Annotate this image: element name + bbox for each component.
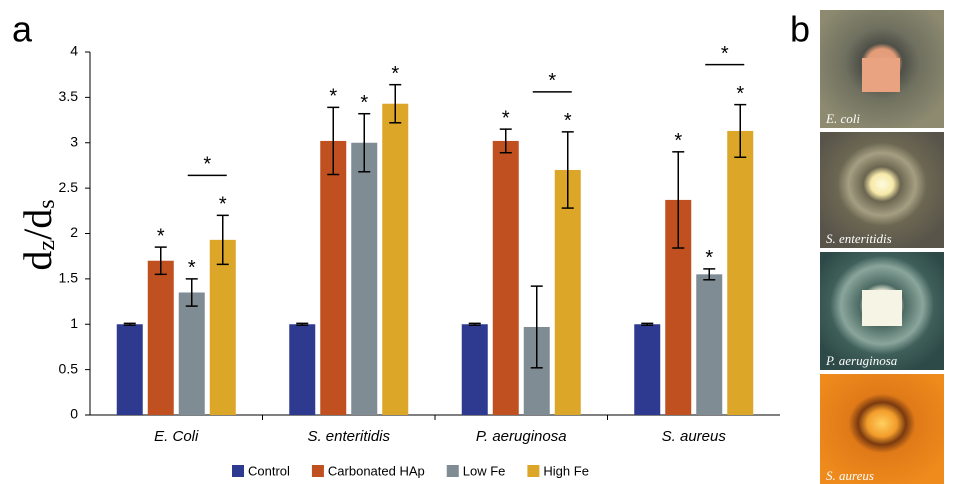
bar bbox=[210, 240, 236, 415]
y-label-part: d bbox=[15, 251, 60, 271]
bar bbox=[634, 324, 660, 415]
panel-label: b bbox=[790, 9, 810, 50]
x-tick-label: E. Coli bbox=[154, 428, 199, 445]
significance: * bbox=[502, 107, 510, 129]
bar bbox=[320, 141, 346, 415]
photo-caption: P. aeruginosa bbox=[825, 353, 898, 368]
y-label-part: s bbox=[34, 199, 60, 208]
y-tick-label: 2 bbox=[70, 224, 78, 240]
y-tick-label: 3 bbox=[70, 133, 78, 149]
page: a dz/ds b E. coli S. enteritidis P. aeru… bbox=[0, 0, 957, 484]
x-tick-label: S. enteritidis bbox=[307, 428, 390, 445]
legend-swatch bbox=[312, 465, 324, 477]
legend-swatch bbox=[447, 465, 459, 477]
y-label-part: z bbox=[34, 240, 60, 251]
significance: * bbox=[329, 86, 337, 108]
y-tick-label: 1 bbox=[70, 315, 78, 331]
bar bbox=[727, 131, 753, 415]
legend-swatch bbox=[232, 465, 244, 477]
legend-label: Low Fe bbox=[463, 463, 506, 478]
photo-caption: S. aureus bbox=[826, 468, 874, 483]
bar bbox=[179, 292, 205, 415]
significance: * bbox=[674, 130, 682, 152]
bar bbox=[493, 141, 519, 415]
bar bbox=[462, 324, 488, 415]
legend-swatch bbox=[527, 465, 539, 477]
panel-label: a bbox=[12, 9, 33, 50]
significance: * bbox=[188, 257, 196, 279]
x-tick-label: S. aureus bbox=[662, 428, 727, 445]
significance: * bbox=[736, 83, 744, 105]
significance: * bbox=[548, 70, 556, 92]
legend-label: Carbonated HAp bbox=[328, 463, 425, 478]
significance: * bbox=[203, 154, 211, 176]
sample bbox=[862, 58, 900, 92]
sample bbox=[862, 290, 902, 326]
bar bbox=[382, 104, 408, 415]
bar bbox=[117, 324, 143, 415]
y-axis-label: dz/ds bbox=[15, 199, 60, 270]
significance: * bbox=[705, 247, 713, 269]
legend-label: High Fe bbox=[543, 463, 589, 478]
y-tick-label: 4 bbox=[70, 43, 78, 59]
bar bbox=[696, 274, 722, 415]
bar bbox=[351, 143, 377, 415]
x-tick-label: P. aeruginosa bbox=[476, 428, 567, 445]
y-tick-label: 2.5 bbox=[59, 179, 79, 195]
legend-label: Control bbox=[248, 463, 290, 478]
y-tick-label: 0.5 bbox=[59, 360, 79, 376]
significance: * bbox=[219, 194, 227, 216]
bar bbox=[289, 324, 315, 415]
photo-caption: S. enteritidis bbox=[826, 231, 892, 246]
significance: * bbox=[391, 63, 399, 85]
bar bbox=[148, 261, 174, 415]
y-tick-label: 0 bbox=[70, 406, 78, 422]
y-label-part: /d bbox=[15, 209, 60, 240]
y-tick-label: 1.5 bbox=[59, 270, 79, 286]
y-tick-label: 3.5 bbox=[59, 88, 79, 104]
significance: * bbox=[360, 92, 368, 114]
significance: * bbox=[564, 110, 572, 132]
significance: * bbox=[157, 225, 165, 247]
figure: a dz/ds b E. coli S. enteritidis P. aeru… bbox=[0, 0, 957, 484]
photo-caption: E. coli bbox=[825, 111, 860, 126]
significance: * bbox=[721, 43, 729, 65]
